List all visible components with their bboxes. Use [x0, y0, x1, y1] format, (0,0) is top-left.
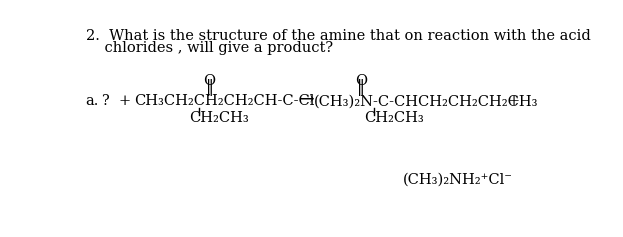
Text: +: + [507, 94, 520, 109]
Text: O: O [355, 74, 368, 88]
Text: ‖: ‖ [206, 79, 214, 96]
Text: chlorides , will give a product?: chlorides , will give a product? [85, 41, 333, 55]
Text: O: O [204, 74, 216, 88]
Text: 2.  What is the structure of the amine that on reaction with the acid: 2. What is the structure of the amine th… [85, 29, 591, 43]
Text: ‖: ‖ [358, 79, 365, 96]
Text: ?: ? [101, 94, 109, 109]
Text: CH₂CH₃: CH₂CH₃ [364, 111, 424, 125]
Text: a.: a. [85, 94, 99, 109]
Text: (CH₃)₂N-C-CHCH₂CH₂CH₂CH₃: (CH₃)₂N-C-CHCH₂CH₂CH₂CH₃ [314, 94, 539, 109]
Text: CH₂CH₃: CH₂CH₃ [189, 111, 249, 125]
Text: CH₃CH₂CH₂CH₂CH-C-Cl: CH₃CH₂CH₂CH₂CH-C-Cl [134, 94, 314, 109]
Text: +: + [118, 94, 130, 109]
Text: (CH₃)₂NH₂⁺Cl⁻: (CH₃)₂NH₂⁺Cl⁻ [403, 173, 513, 187]
Text: →: → [299, 91, 315, 109]
